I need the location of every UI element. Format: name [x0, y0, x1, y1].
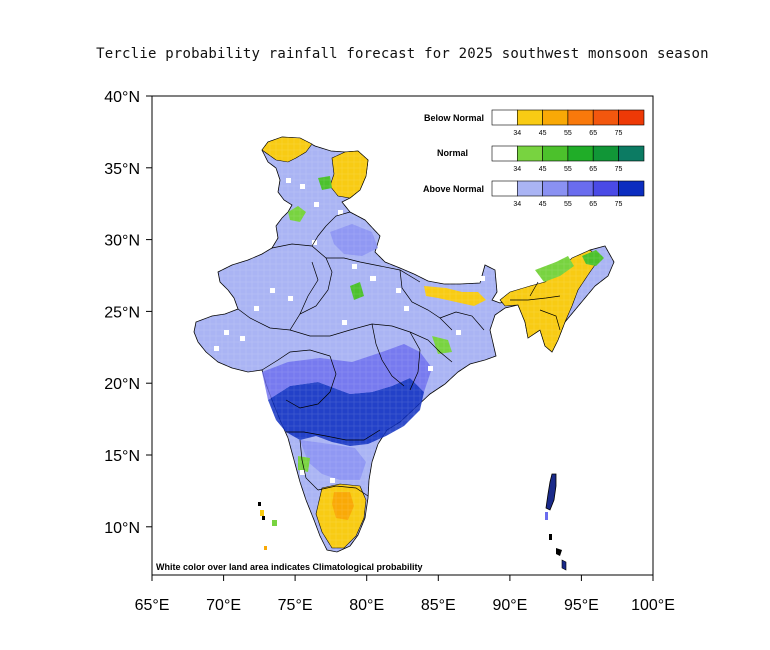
plot-frame [151, 95, 654, 576]
legend-ticks-normal: 34 45 55 65 75 [513, 166, 622, 173]
lat-tick-label: 10°N [104, 520, 140, 537]
legend-bar-above-normal [491, 180, 645, 197]
lon-tick-label: 85°E [421, 597, 456, 614]
legend-title-above-normal: Above Normal [423, 184, 484, 194]
legend-swatch [592, 109, 619, 126]
legend-title-below-normal: Below Normal [424, 113, 484, 123]
legend-ticks-above-normal: 34 45 55 65 75 [513, 201, 622, 208]
legend-swatch [491, 180, 518, 197]
lat-tick-label: 30°N [104, 233, 140, 250]
lon-tick-label: 75°E [278, 597, 313, 614]
legend-tick-label: 55 [564, 130, 572, 137]
lat-tick-label: 25°N [104, 304, 140, 321]
legend: Below Normal 34 45 55 65 75 Normal [423, 109, 645, 208]
lon-tick-label: 80°E [349, 597, 384, 614]
lon-tick-label: 95°E [564, 597, 599, 614]
map-title: Terclie probability rainfall forecast fo… [96, 46, 709, 62]
lakshadweep-islands [258, 502, 277, 550]
legend-tick-label: 75 [615, 130, 623, 137]
legend-tick-label: 45 [539, 201, 547, 208]
legend-tick-label: 75 [615, 166, 623, 173]
legend-swatch [567, 109, 594, 126]
legend-tick-label: 55 [564, 166, 572, 173]
legend-swatch [567, 145, 594, 162]
legend-swatch [516, 109, 543, 126]
legend-tick-label: 65 [589, 201, 597, 208]
legend-tick-label: 65 [589, 166, 597, 173]
lat-tick-label: 20°N [104, 376, 140, 393]
lon-tick-label: 70°E [206, 597, 241, 614]
legend-swatch [542, 180, 569, 197]
legend-tick-label: 34 [513, 201, 521, 208]
lon-tick-label: 100°E [631, 597, 675, 614]
legend-swatch [592, 145, 619, 162]
lat-tick-label: 15°N [104, 448, 140, 465]
lat-tick-label: 40°N [104, 89, 140, 106]
legend-tick-label: 65 [589, 130, 597, 137]
legend-swatch [592, 180, 619, 197]
legend-swatch [491, 145, 518, 162]
legend-bar-normal [491, 145, 645, 162]
below-normal-ladakh [329, 150, 369, 199]
legend-swatch [516, 180, 543, 197]
latitude-labels: 40°N 35°N 30°N 25°N 20°N 15°N 10°N [104, 89, 140, 537]
lat-tick-label: 35°N [104, 161, 140, 178]
legend-tick-label: 45 [539, 130, 547, 137]
state-boundaries [237, 211, 561, 497]
map-area [152, 96, 653, 575]
legend-swatch [567, 180, 594, 197]
longitude-labels: 65°E 70°E 75°E 80°E 85°E 90°E 95°E 100°E [135, 597, 675, 614]
legend-bar-below-normal [491, 109, 645, 126]
legend-title-normal: Normal [437, 148, 468, 158]
legend-swatch [618, 145, 645, 162]
lon-tick-label: 90°E [492, 597, 527, 614]
legend-tick-label: 75 [615, 201, 623, 208]
lon-tick-label: 65°E [135, 597, 170, 614]
legend-swatch [491, 109, 518, 126]
legend-swatch [516, 145, 543, 162]
legend-ticks-below-normal: 34 45 55 65 75 [513, 130, 622, 137]
legend-tick-label: 34 [513, 130, 521, 137]
legend-swatch [542, 109, 569, 126]
legend-tick-label: 34 [513, 166, 521, 173]
legend-swatch [618, 180, 645, 197]
andaman-nicobar-islands [545, 473, 567, 571]
footnote: White color over land area indicates Cli… [156, 562, 423, 572]
legend-swatch [542, 145, 569, 162]
legend-tick-label: 45 [539, 166, 547, 173]
legend-tick-label: 55 [564, 201, 572, 208]
axis-ticks [146, 95, 654, 581]
legend-swatch [618, 109, 645, 126]
